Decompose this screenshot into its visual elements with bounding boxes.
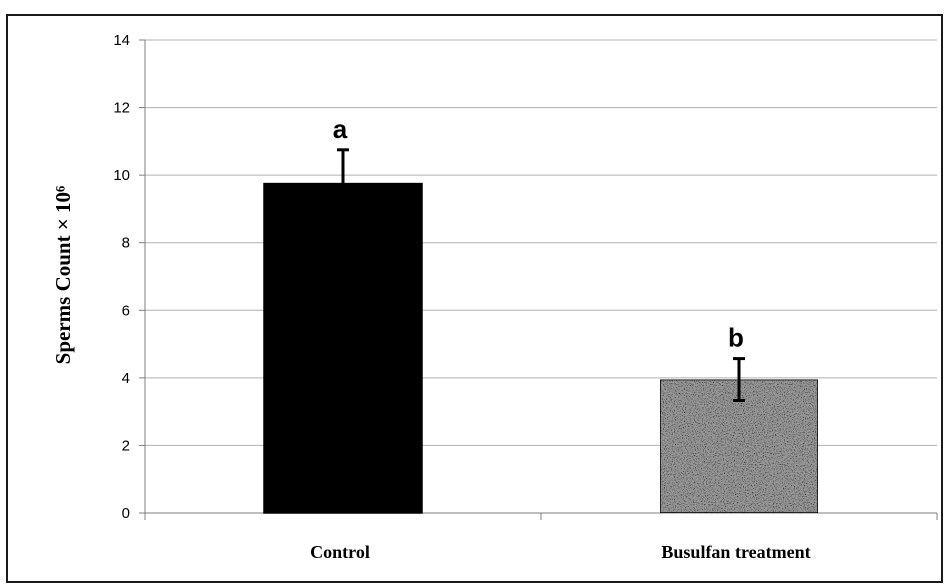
x-category-label: Control xyxy=(310,542,370,562)
significance-label: b xyxy=(728,323,744,353)
bar-control xyxy=(263,182,423,514)
bars xyxy=(263,148,819,514)
y-tick-label: 10 xyxy=(113,167,130,184)
y-tick-label: 8 xyxy=(122,235,130,252)
significance-label: a xyxy=(333,114,348,144)
y-tick-label: 14 xyxy=(113,32,130,49)
y-tick-label: 4 xyxy=(122,370,130,387)
y-tick-label: 12 xyxy=(113,100,130,117)
y-tick-label: 2 xyxy=(122,437,130,454)
labels: 0 2 4 6 8 10 12 14 a Control b Busulfan treatment xyxy=(113,32,810,562)
y-tick-label: 6 xyxy=(122,302,130,319)
y-axis-label: Sperms Count × 10⁶ xyxy=(51,186,75,365)
x-category-label: Busulfan treatment xyxy=(661,542,810,562)
y-tick-label: 0 xyxy=(122,505,130,522)
